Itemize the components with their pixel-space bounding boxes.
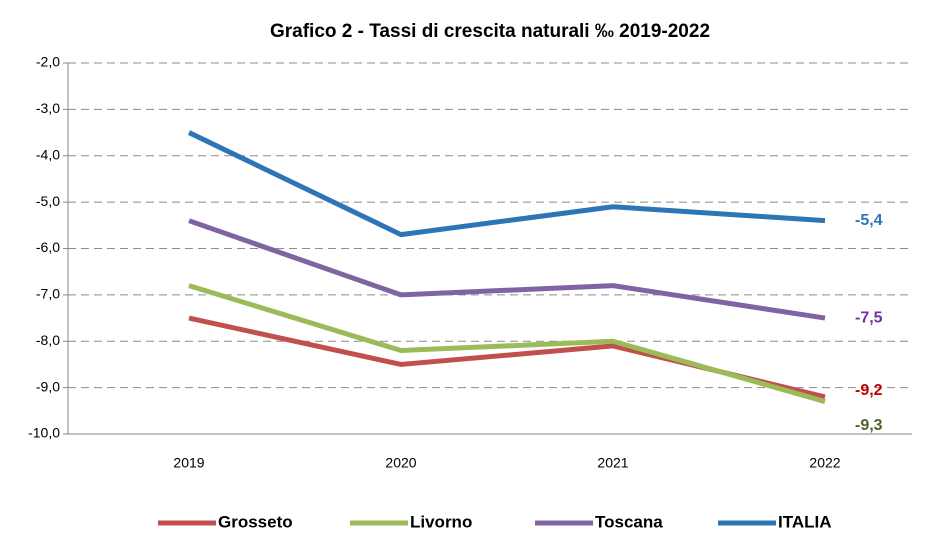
y-tick-label: -8,0 <box>36 332 60 348</box>
value-label: -9,3 <box>855 417 883 434</box>
value-label: -9,2 <box>855 382 883 399</box>
y-tick-label: -9,0 <box>36 378 60 394</box>
legend-label: Toscana <box>595 512 663 531</box>
x-tick-label: 2022 <box>809 455 840 471</box>
y-tick-label: -5,0 <box>36 193 60 209</box>
x-tick-label: 2021 <box>597 455 628 471</box>
x-tick-label: 2019 <box>173 455 204 471</box>
series-line <box>188 315 826 400</box>
legend-label: Livorno <box>410 512 472 531</box>
y-tick-label: -4,0 <box>36 146 60 162</box>
series-line <box>187 130 826 238</box>
value-label: -7,5 <box>855 309 883 326</box>
y-tick-label: -6,0 <box>36 239 60 255</box>
value-label: -5,4 <box>855 212 883 229</box>
y-tick-label: -3,0 <box>36 100 60 116</box>
y-tick-label: -7,0 <box>36 286 60 302</box>
y-tick-label: -2,0 <box>36 54 60 70</box>
legend-label: ITALIA <box>778 512 832 531</box>
series-line <box>188 283 826 404</box>
x-tick-label: 2020 <box>385 455 416 471</box>
y-tick-label: -10,0 <box>28 425 60 441</box>
chart-title: Grafico 2 - Tassi di crescita naturali ‰… <box>270 21 710 42</box>
series-line <box>188 218 826 321</box>
legend-label: Grosseto <box>218 512 293 531</box>
